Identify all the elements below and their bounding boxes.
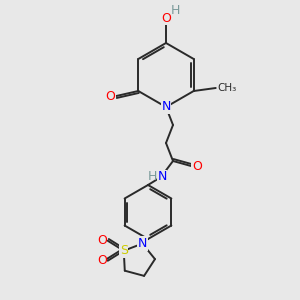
Text: O: O bbox=[105, 89, 115, 103]
Text: CH₃: CH₃ bbox=[218, 83, 237, 93]
Text: N: N bbox=[138, 237, 147, 250]
Text: O: O bbox=[192, 160, 202, 172]
Text: N: N bbox=[157, 170, 167, 184]
Text: O: O bbox=[97, 254, 107, 267]
Text: O: O bbox=[161, 11, 171, 25]
Text: O: O bbox=[97, 234, 107, 247]
Text: H: H bbox=[147, 170, 157, 184]
Text: H: H bbox=[171, 4, 180, 17]
Text: N: N bbox=[161, 100, 171, 113]
Text: S: S bbox=[120, 244, 128, 257]
